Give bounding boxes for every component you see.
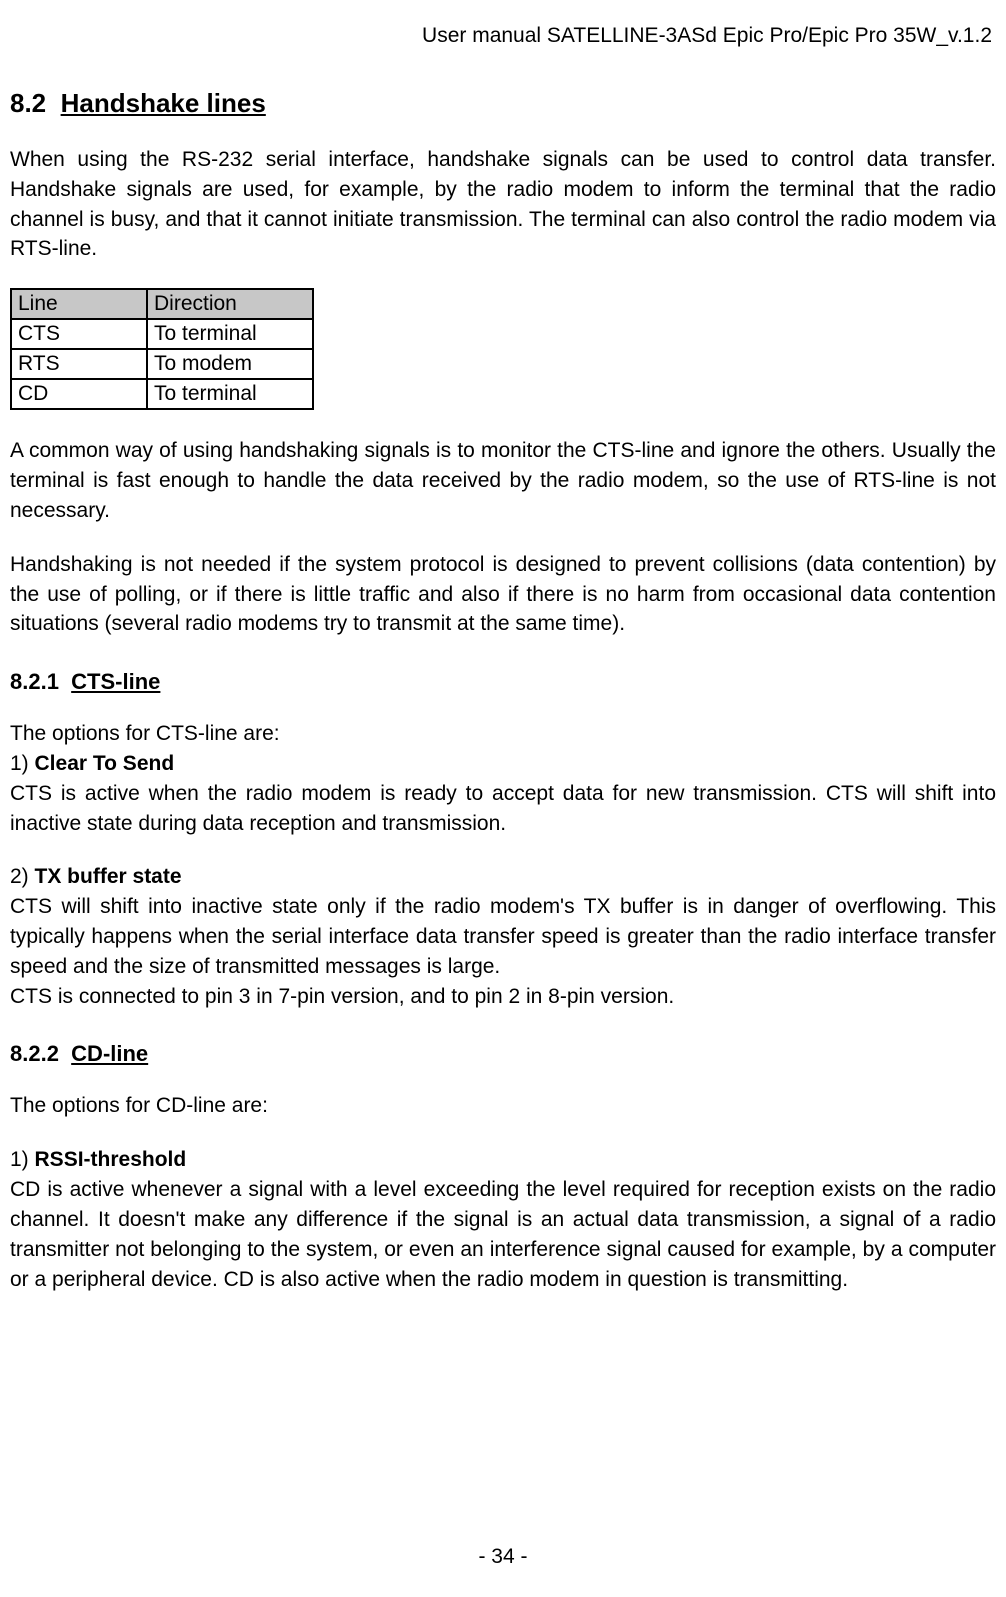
section-title: Handshake lines bbox=[61, 88, 266, 118]
option-prefix: 1) bbox=[10, 1148, 35, 1171]
section-para-3: Handshaking is not needed if the system … bbox=[10, 550, 996, 639]
handshake-lines-table: Line Direction CTS To terminal RTS To mo… bbox=[10, 288, 314, 410]
table-row: CD To terminal bbox=[11, 379, 313, 409]
table-header-cell: Line bbox=[11, 289, 147, 319]
option-name: RSSI-threshold bbox=[35, 1148, 187, 1171]
table-cell: To terminal bbox=[147, 319, 313, 349]
cd-option-1-body: CD is active whenever a signal with a le… bbox=[10, 1175, 996, 1294]
option-prefix: 1) bbox=[10, 752, 35, 775]
page-footer: - 34 - bbox=[0, 1545, 1006, 1569]
subsection-number: 8.2.2 bbox=[10, 1041, 59, 1066]
cts-intro: The options for CTS-line are: bbox=[10, 719, 996, 749]
page: User manual SATELLINE-3ASd Epic Pro/Epic… bbox=[0, 0, 1006, 1597]
cts-option-1-body: CTS is active when the radio modem is re… bbox=[10, 779, 996, 839]
subsection-title: CTS-line bbox=[71, 669, 160, 694]
table-cell: CD bbox=[11, 379, 147, 409]
header-text: User manual SATELLINE-3ASd Epic Pro/Epic… bbox=[422, 24, 992, 47]
cts-option-2-label: 2) TX buffer state bbox=[10, 862, 996, 892]
table-cell: RTS bbox=[11, 349, 147, 379]
option-name: TX buffer state bbox=[35, 865, 182, 888]
table-cell: To terminal bbox=[147, 379, 313, 409]
subsection-heading-8-2-2: 8.2.2 CD-line bbox=[10, 1041, 996, 1067]
section-para-2: A common way of using handshaking signal… bbox=[10, 436, 996, 525]
section-para-1: When using the RS-232 serial interface, … bbox=[10, 145, 996, 264]
table-header-cell: Direction bbox=[147, 289, 313, 319]
table-cell: CTS bbox=[11, 319, 147, 349]
table-header-row: Line Direction bbox=[11, 289, 313, 319]
table-row: CTS To terminal bbox=[11, 319, 313, 349]
subsection-title: CD-line bbox=[71, 1041, 148, 1066]
subsection-number: 8.2.1 bbox=[10, 669, 59, 694]
cd-option-1-label: 1) RSSI-threshold bbox=[10, 1145, 996, 1175]
section-number: 8.2 bbox=[10, 88, 46, 118]
table-row: RTS To modem bbox=[11, 349, 313, 379]
section-heading-8-2: 8.2 Handshake lines bbox=[10, 88, 996, 119]
page-header: User manual SATELLINE-3ASd Epic Pro/Epic… bbox=[10, 24, 996, 48]
cts-option-1-label: 1) Clear To Send bbox=[10, 749, 996, 779]
cd-intro: The options for CD-line are: bbox=[10, 1091, 996, 1121]
option-name: Clear To Send bbox=[35, 752, 175, 775]
table-cell: To modem bbox=[147, 349, 313, 379]
cts-option-2-body-2: CTS is connected to pin 3 in 7-pin versi… bbox=[10, 982, 996, 1012]
page-number: - 34 - bbox=[478, 1545, 527, 1568]
cts-option-2-body-1: CTS will shift into inactive state only … bbox=[10, 892, 996, 981]
option-prefix: 2) bbox=[10, 865, 35, 888]
subsection-heading-8-2-1: 8.2.1 CTS-line bbox=[10, 669, 996, 695]
